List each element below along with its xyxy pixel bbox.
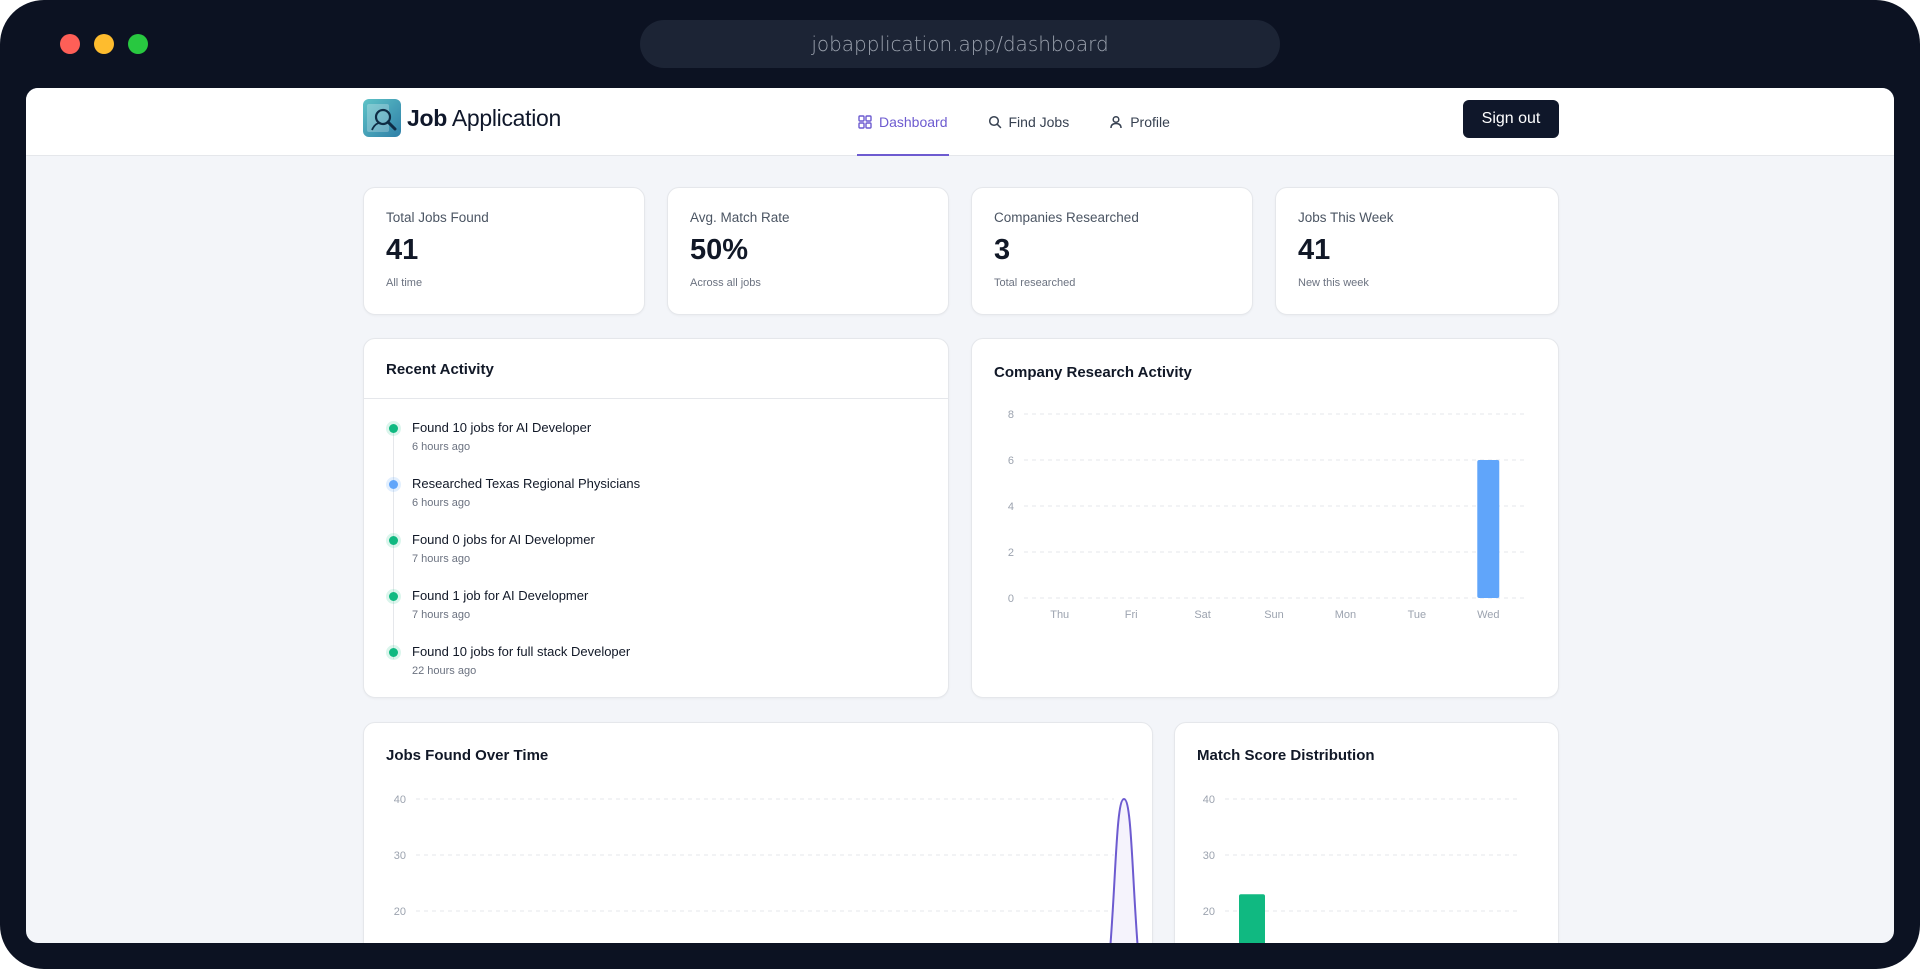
y-tick-label: 40: [394, 794, 406, 806]
stat-card-companies: Companies Researched 3 Total researched: [971, 187, 1253, 315]
main-nav: Dashboard Find Jobs Profile: [857, 88, 1209, 156]
jobs-over-time-card: Jobs Found Over Time 20 30 40: [363, 722, 1153, 943]
stat-value: 50%: [690, 234, 749, 266]
x-tick-label: Wed: [1477, 609, 1499, 621]
activity-text: Found 0 jobs for AI Developmer: [412, 532, 595, 547]
x-tick-label: Mon: [1335, 609, 1356, 621]
nav-profile[interactable]: Profile: [1108, 88, 1171, 156]
grid-icon: [858, 115, 872, 129]
page-viewport: Job Application Dashboard: [26, 88, 1894, 943]
y-tick-label: 30: [1203, 850, 1215, 862]
stat-label: Avg. Match Rate: [690, 210, 790, 225]
stat-subtext: Across all jobs: [690, 277, 761, 289]
match-score-chart: 20 30 40: [1203, 794, 1520, 943]
window-close-button[interactable]: [60, 34, 80, 54]
activity-time: 6 hours ago: [412, 497, 471, 509]
y-tick-label: 20: [1203, 906, 1215, 918]
stat-label: Companies Researched: [994, 210, 1139, 225]
activity-text: Found 10 jobs for AI Developer: [412, 420, 592, 435]
stat-value: 3: [994, 234, 1011, 266]
jobs-over-time-title: Jobs Found Over Time: [386, 747, 549, 764]
stat-card-total-jobs: Total Jobs Found 41 All time: [363, 187, 645, 315]
status-dot-icon: [389, 480, 398, 489]
y-tick-label: 6: [1008, 455, 1014, 467]
nav-profile-label: Profile: [1130, 114, 1170, 130]
activity-time: 22 hours ago: [412, 665, 477, 677]
stat-label: Jobs This Week: [1298, 210, 1394, 225]
nav-dashboard-label: Dashboard: [879, 114, 948, 130]
company-research-card: Company Research Activity 0 2 4 6 8 Thu Fri Sat…: [971, 338, 1559, 698]
company-research-chart: 0 2 4 6 8 Thu Fri Sat Sun Mon Tue Wed: [1008, 409, 1524, 621]
series-line[interactable]: [1109, 797, 1139, 943]
y-tick-label: 8: [1008, 409, 1014, 421]
logo-text: Job Application: [407, 104, 562, 131]
status-dot-icon: [389, 592, 398, 601]
x-tick-label: Sat: [1194, 609, 1211, 621]
address-bar[interactable]: jobapplication.app/dashboard: [640, 20, 1280, 68]
match-score-card: Match Score Distribution 20 30 40: [1174, 722, 1559, 943]
activity-time: 6 hours ago: [412, 441, 471, 453]
x-tick-label: Tue: [1408, 609, 1427, 621]
jobs-over-time-chart: 20 30 40: [394, 794, 1139, 943]
match-score-title: Match Score Distribution: [1197, 747, 1375, 764]
user-icon: [1110, 115, 1122, 129]
search-icon: [988, 115, 1001, 129]
y-tick-label: 4: [1008, 501, 1014, 513]
x-tick-label: Fri: [1125, 609, 1138, 621]
activity-text: Found 1 job for AI Developmer: [412, 588, 589, 603]
y-tick-label: 0: [1008, 593, 1014, 605]
stat-value: 41: [1298, 234, 1331, 266]
activity-text: Researched Texas Regional Physicians: [412, 476, 641, 491]
window-minimize-button[interactable]: [94, 34, 114, 54]
logo-icon: [363, 99, 401, 137]
y-tick-label: 20: [394, 906, 406, 918]
nav-find-jobs[interactable]: Find Jobs: [987, 88, 1071, 156]
window-maximize-button[interactable]: [128, 34, 148, 54]
x-tick-label: Thu: [1050, 609, 1069, 621]
activity-text: Found 10 jobs for full stack Developer: [412, 644, 631, 659]
stat-value: 41: [386, 234, 419, 266]
y-tick-label: 30: [394, 850, 406, 862]
area-fill: [1110, 799, 1138, 943]
recent-activity-title: Recent Activity: [386, 361, 494, 378]
activity-time: 7 hours ago: [412, 553, 471, 565]
status-dot-icon: [389, 648, 398, 657]
stat-card-match-rate: Avg. Match Rate 50% Across all jobs: [667, 187, 949, 315]
status-dot-icon: [389, 424, 398, 433]
stat-subtext: New this week: [1298, 277, 1369, 289]
y-tick-label: 2: [1008, 547, 1014, 559]
app-header: Job Application Dashboard: [26, 88, 1894, 156]
nav-dashboard[interactable]: Dashboard: [857, 88, 949, 156]
stat-card-jobs-week: Jobs This Week 41 New this week: [1275, 187, 1559, 315]
nav-find-jobs-label: Find Jobs: [1008, 114, 1070, 130]
bar-wed[interactable]: [1477, 460, 1500, 598]
status-dot-icon: [389, 536, 398, 545]
stat-subtext: Total researched: [994, 277, 1076, 289]
recent-activity-card: Recent Activity Found 10 jobs for AI Dev…: [363, 338, 949, 698]
stat-subtext: All time: [386, 277, 423, 289]
stat-label: Total Jobs Found: [386, 210, 489, 225]
app-logo[interactable]: Job Application: [363, 99, 561, 137]
x-tick-label: Sun: [1264, 609, 1284, 621]
activity-time: 7 hours ago: [412, 609, 471, 621]
divider: [364, 398, 948, 399]
sign-out-button[interactable]: Sign out: [1463, 100, 1559, 138]
company-research-title: Company Research Activity: [994, 364, 1192, 381]
match-bar[interactable]: [1239, 894, 1265, 943]
y-tick-label: 40: [1203, 794, 1215, 806]
